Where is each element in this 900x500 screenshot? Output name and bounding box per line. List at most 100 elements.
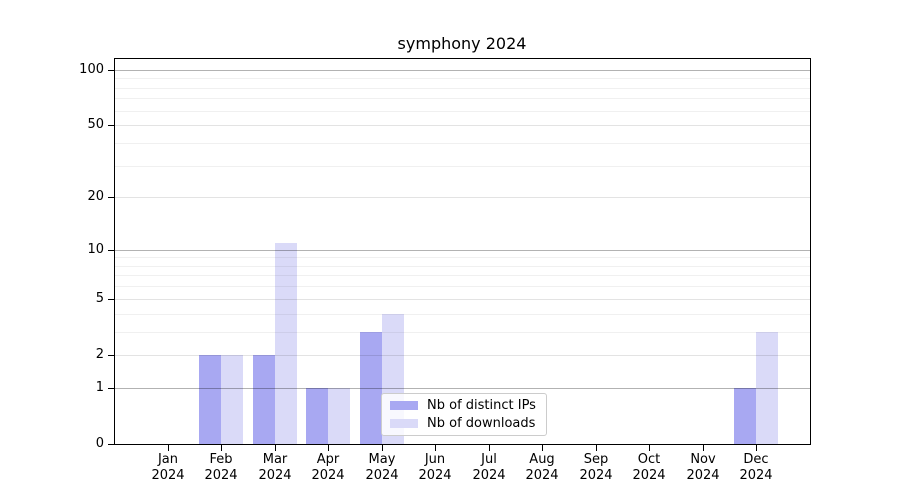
x-tick-label-aug: Aug 2024	[512, 452, 572, 484]
x-tick-month: Mar	[262, 452, 288, 467]
y-tick-mark-50	[108, 125, 114, 126]
x-tick-month: Apr	[316, 452, 340, 467]
bar-nb-of-distinct-ips-dec	[734, 387, 757, 444]
y-tick-label-50: 50	[87, 117, 104, 132]
bar-nb-of-downloads-mar	[274, 242, 297, 444]
x-tick-mark-feb	[221, 445, 222, 451]
x-tick-mark-apr	[328, 445, 329, 451]
x-tick-month: Aug	[529, 452, 555, 467]
x-tick-year: 2024	[472, 468, 506, 483]
x-tick-mark-sep	[596, 445, 597, 451]
y-tick-label-20: 20	[87, 189, 104, 204]
x-tick-label-jul: Jul 2024	[459, 452, 519, 484]
y-tick-mark-100	[108, 70, 114, 71]
chart-title: symphony 2024	[397, 34, 527, 53]
legend-item-distinct-ips: Nb of distinct IPs	[390, 397, 538, 414]
x-tick-month: Feb	[209, 452, 233, 467]
x-tick-label-dec: Dec 2024	[726, 452, 786, 484]
x-tick-label-apr: Apr 2024	[298, 452, 358, 484]
x-tick-year: 2024	[311, 468, 345, 483]
x-tick-year: 2024	[525, 468, 559, 483]
x-tick-month: May	[368, 452, 396, 467]
x-tick-mark-aug	[542, 445, 543, 451]
x-tick-label-mar: Mar 2024	[245, 452, 305, 484]
y-tick-label-100: 100	[79, 62, 104, 77]
y-tick-mark-20	[108, 197, 114, 198]
gridline-y-minor-3	[115, 332, 810, 333]
x-tick-year: 2024	[151, 468, 185, 483]
gridline-y-minor-6	[115, 286, 810, 287]
gridline-y-minor-8	[115, 266, 810, 267]
x-tick-year: 2024	[739, 468, 773, 483]
x-tick-year: 2024	[579, 468, 613, 483]
legend-label-downloads: Nb of downloads	[427, 415, 536, 431]
gridline-y-minor-40	[115, 143, 810, 144]
x-tick-label-jan: Jan 2024	[138, 452, 198, 484]
x-tick-mark-oct	[649, 445, 650, 451]
legend-swatch-downloads	[390, 418, 418, 428]
gridline-y-minor-4	[115, 314, 810, 315]
x-tick-mark-nov	[703, 445, 704, 451]
y-tick-mark-1	[108, 388, 114, 389]
x-tick-year: 2024	[632, 468, 666, 483]
x-tick-month: Dec	[743, 452, 769, 467]
y-tick-mark-5	[108, 299, 114, 300]
gridline-y-5	[115, 299, 810, 300]
x-tick-year: 2024	[365, 468, 399, 483]
y-tick-label-0: 0	[95, 436, 104, 451]
x-tick-year: 2024	[418, 468, 452, 483]
x-tick-label-oct: Oct 2024	[619, 452, 679, 484]
legend-label-distinct-ips: Nb of distinct IPs	[427, 398, 536, 414]
legend: Nb of distinct IPs Nb of downloads	[381, 393, 547, 436]
x-tick-year: 2024	[258, 468, 292, 483]
x-tick-month: Oct	[637, 452, 661, 467]
y-tick-mark-2	[108, 355, 114, 356]
x-tick-month: Jun	[424, 452, 446, 467]
legend-item-downloads: Nb of downloads	[390, 415, 538, 432]
gridline-y-50	[115, 125, 810, 126]
x-tick-year: 2024	[686, 468, 720, 483]
x-tick-label-sep: Sep 2024	[566, 452, 626, 484]
x-tick-mark-jun	[435, 445, 436, 451]
bar-nb-of-distinct-ips-mar	[252, 354, 275, 444]
x-tick-label-feb: Feb 2024	[191, 452, 251, 484]
bar-nb-of-distinct-ips-apr	[306, 387, 329, 444]
x-tick-mark-mar	[275, 445, 276, 451]
gridline-y-minor-7	[115, 275, 810, 276]
gridline-y-minor-80	[115, 88, 810, 89]
x-tick-month: Jul	[481, 452, 497, 467]
gridline-y-minor-70	[115, 98, 810, 99]
bar-nb-of-distinct-ips-feb	[199, 354, 222, 444]
x-tick-mark-jul	[489, 445, 490, 451]
gridline-y-100	[115, 70, 810, 71]
y-tick-label-5: 5	[95, 291, 104, 306]
x-tick-year: 2024	[204, 468, 238, 483]
y-tick-label-10: 10	[87, 242, 104, 257]
x-tick-month: Sep	[583, 452, 609, 467]
x-tick-label-jun: Jun 2024	[405, 452, 465, 484]
bar-nb-of-downloads-apr	[328, 387, 351, 444]
gridline-y-minor-30	[115, 166, 810, 167]
gridline-y-1	[115, 388, 810, 389]
x-tick-mark-may	[382, 445, 383, 451]
x-tick-label-nov: Nov 2024	[673, 452, 733, 484]
y-tick-mark-10	[108, 250, 114, 251]
legend-swatch-distinct-ips	[390, 401, 418, 411]
bar-nb-of-distinct-ips-may	[359, 331, 382, 444]
gridline-y-minor-90	[115, 78, 810, 79]
x-tick-month: Nov	[690, 452, 716, 467]
gridline-y-10	[115, 250, 810, 251]
y-tick-label-2: 2	[95, 347, 104, 362]
x-tick-mark-jan	[168, 445, 169, 451]
gridline-y-20	[115, 197, 810, 198]
x-tick-month: Jan	[157, 452, 179, 467]
bar-nb-of-downloads-dec	[756, 331, 779, 444]
y-tick-label-1: 1	[95, 380, 104, 395]
gridline-y-2	[115, 355, 810, 356]
x-tick-label-may: May 2024	[352, 452, 412, 484]
bar-nb-of-downloads-feb	[221, 354, 244, 444]
y-tick-mark-0	[108, 444, 114, 445]
x-tick-mark-dec	[756, 445, 757, 451]
gridline-y-minor-9	[115, 257, 810, 258]
